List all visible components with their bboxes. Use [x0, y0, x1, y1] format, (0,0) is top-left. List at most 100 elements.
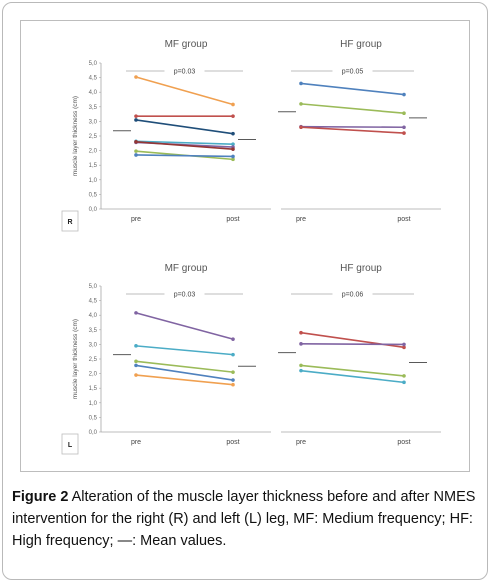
- series-line: [135, 154, 234, 158]
- x-tick-label-post: post: [226, 439, 239, 446]
- x-tick-label-pre: pre: [131, 439, 141, 446]
- series-line: [300, 125, 405, 129]
- panel-title: HF group: [340, 263, 382, 274]
- y-tick-label: 0,0: [89, 430, 98, 436]
- data-point-post: [231, 352, 235, 357]
- x-tick-label-pre: pre: [131, 216, 141, 223]
- data-point-pre: [299, 342, 303, 346]
- series-line: [135, 374, 234, 386]
- data-point-post: [402, 125, 406, 130]
- y-tick-label: 1,0: [89, 178, 98, 184]
- data-point-pre: [299, 330, 303, 335]
- y-tick-label: 3,5: [89, 105, 98, 111]
- series-line: [135, 345, 234, 356]
- chart-box: MF group 0,0 0,5 1,0 1,5 2,0 2,5 3,0 3,5 4,0 4,5 5,…: [20, 20, 470, 472]
- y-tick-label: 5,0: [89, 61, 98, 67]
- y-tick-label: 0,0: [89, 207, 98, 213]
- data-point-post: [231, 337, 235, 341]
- y-tick-label: 1,5: [89, 386, 98, 392]
- leg-marker-label: R: [67, 219, 72, 226]
- data-point-pre: [134, 114, 138, 118]
- series-line: [300, 343, 405, 346]
- data-point-post: [402, 380, 406, 385]
- x-tick-label-pre: pre: [296, 439, 306, 446]
- series-line: [135, 119, 234, 135]
- data-point-pre: [299, 363, 303, 368]
- series-line: [300, 126, 405, 134]
- data-point-pre: [134, 140, 138, 144]
- panel-title: MF group: [165, 263, 208, 274]
- data-point-post: [231, 131, 235, 136]
- data-point-post: [402, 342, 406, 347]
- data-point-pre: [134, 153, 138, 157]
- data-point-pre: [134, 75, 138, 79]
- data-point-post: [402, 345, 406, 350]
- x-tick-label-post: post: [397, 216, 410, 223]
- y-tick-label: 4,0: [89, 313, 98, 319]
- y-tick-label: 3,5: [89, 328, 98, 334]
- chart-svg: MF group 0,0 0,5 1,0 1,5 2,0 2,5 3,0 3,5 4,0 4,5 5,…: [61, 39, 441, 455]
- y-tick-label: 2,0: [89, 372, 98, 378]
- data-point-pre: [134, 311, 138, 315]
- data-point-pre: [134, 373, 138, 377]
- data-point-post: [231, 147, 235, 151]
- p-value-label: p=0.05: [342, 69, 364, 76]
- caption-label: Figure 2: [12, 489, 69, 505]
- data-point-post: [402, 374, 406, 378]
- figure-caption: Figure 2 Alteration of the muscle layer …: [12, 486, 484, 552]
- y-tick-label: 4,5: [89, 299, 98, 305]
- data-point-pre: [134, 363, 138, 368]
- x-tick-label-post: post: [397, 439, 410, 446]
- y-tick-label: 3,0: [89, 342, 98, 348]
- data-point-pre: [134, 149, 138, 153]
- y-tick-label: 3,0: [89, 119, 98, 125]
- data-point-post: [231, 157, 235, 162]
- y-tick-label: 4,0: [89, 90, 98, 96]
- data-point-post: [231, 154, 235, 159]
- data-point-post: [231, 102, 235, 107]
- y-tick-label: 5,0: [89, 284, 98, 290]
- panel-title: MF group: [165, 39, 208, 50]
- data-point-post: [231, 378, 235, 382]
- data-point-post: [402, 92, 406, 97]
- leg-marker-label: L: [68, 442, 73, 449]
- data-point-post: [231, 142, 235, 146]
- series-line: [135, 76, 234, 106]
- data-point-pre: [299, 102, 303, 106]
- data-point-pre: [134, 359, 138, 364]
- p-value-label: p=0.03: [174, 292, 196, 299]
- series-line: [300, 103, 405, 115]
- series-line: [300, 364, 405, 377]
- series-line: [135, 312, 234, 340]
- y-tick-label: 2,5: [89, 134, 98, 140]
- y-tick-label: 1,0: [89, 401, 98, 407]
- y-tick-label: 1,5: [89, 163, 98, 169]
- panel-title: HF group: [340, 39, 382, 50]
- y-tick-label: 4,5: [89, 76, 98, 82]
- y-tick-label: 0,5: [89, 415, 98, 421]
- leg-marker-box: [61, 433, 79, 455]
- leg-marker-box: [61, 210, 79, 232]
- series-line: [135, 360, 234, 373]
- data-point-post: [402, 131, 406, 135]
- data-point-post: [402, 111, 406, 116]
- data-point-pre: [134, 118, 138, 122]
- y-tick-label: 0,5: [89, 192, 98, 198]
- series-line: [300, 369, 405, 384]
- y-tick-label: 2,5: [89, 357, 98, 363]
- data-point-post: [231, 370, 235, 374]
- y-axis-label: muscle layer thickness (cm): [72, 96, 79, 176]
- x-tick-label-post: post: [226, 216, 239, 223]
- data-point-post: [231, 114, 235, 118]
- data-point-pre: [299, 125, 303, 130]
- p-value-label: p=0.03: [174, 69, 196, 76]
- series-line: [135, 364, 234, 381]
- series-line: [135, 141, 234, 150]
- caption-text: Alteration of the muscle layer thickness…: [12, 489, 476, 549]
- series-line: [300, 82, 405, 96]
- y-axis-label: muscle layer thickness (cm): [72, 319, 79, 399]
- data-point-post: [231, 382, 235, 387]
- series-line: [300, 331, 405, 349]
- y-tick-label: 2,0: [89, 149, 98, 155]
- series-line: [135, 140, 234, 145]
